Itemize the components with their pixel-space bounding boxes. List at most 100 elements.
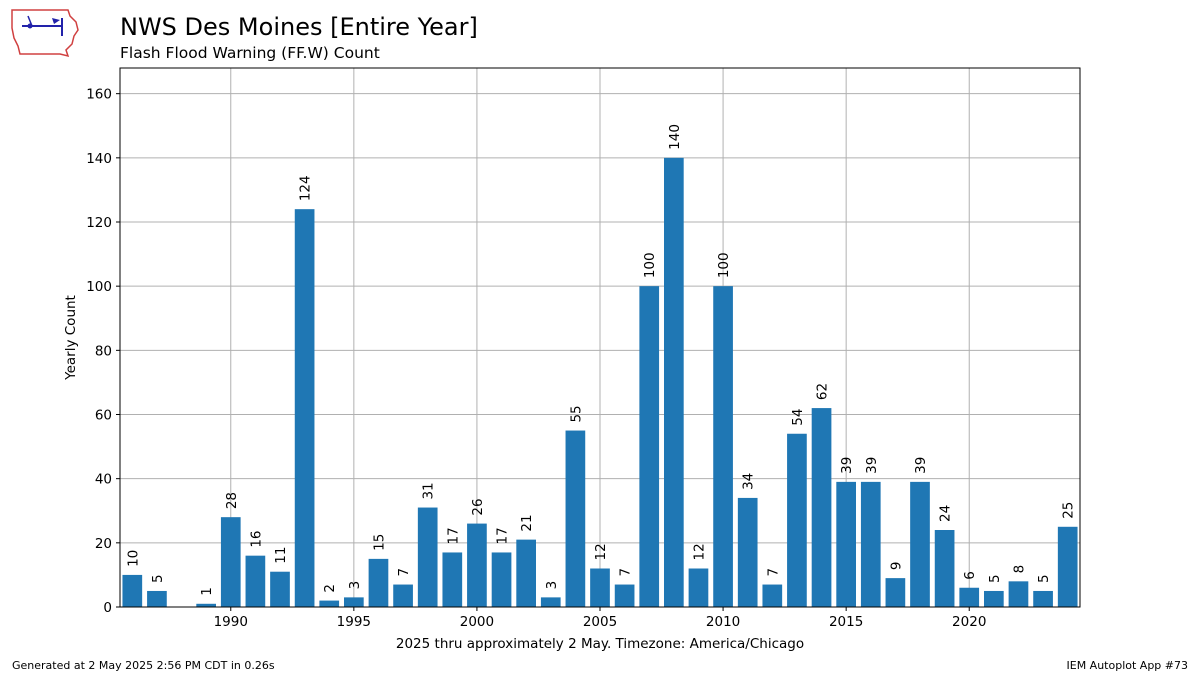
bar-data-label: 25 bbox=[1061, 502, 1077, 519]
bar bbox=[245, 555, 266, 607]
iowa-map-logo-icon bbox=[11, 9, 79, 58]
bar bbox=[664, 157, 684, 608]
bar bbox=[393, 584, 413, 607]
bar-data-label: 5 bbox=[1036, 574, 1052, 583]
bar bbox=[565, 430, 586, 607]
x-tick-label: 1990 bbox=[214, 614, 248, 630]
y-tick-label: 80 bbox=[95, 343, 112, 359]
y-tick-label: 20 bbox=[95, 536, 112, 552]
x-tick-label: 2015 bbox=[829, 614, 863, 630]
bar bbox=[688, 568, 709, 607]
bar bbox=[713, 286, 733, 607]
bar bbox=[737, 497, 758, 607]
bar bbox=[885, 578, 906, 607]
bar-data-label: 26 bbox=[470, 498, 486, 515]
bar-data-label: 24 bbox=[938, 505, 954, 522]
chart-title: NWS Des Moines [Entire Year] bbox=[120, 13, 478, 41]
bar-data-label: 1 bbox=[199, 587, 215, 596]
y-axis-label: Yearly Count bbox=[63, 295, 79, 381]
bar-data-label: 12 bbox=[593, 543, 609, 560]
bar bbox=[811, 408, 832, 607]
bar bbox=[147, 590, 167, 607]
bar-data-label: 31 bbox=[421, 482, 437, 499]
chart-subtitle: Flash Flood Warning (FF.W) Count bbox=[120, 44, 380, 62]
x-tick-label: 2005 bbox=[583, 614, 617, 630]
bar bbox=[122, 574, 143, 607]
x-tick-label: 2000 bbox=[460, 614, 494, 630]
x-tick-label: 1995 bbox=[337, 614, 371, 630]
bar-data-label: 5 bbox=[150, 574, 166, 583]
bar-data-label: 7 bbox=[396, 568, 412, 577]
bar bbox=[344, 597, 364, 607]
bar-data-label: 3 bbox=[347, 581, 363, 590]
app-credit: IEM Autoplot App #73 bbox=[1066, 659, 1189, 672]
bar-data-label: 39 bbox=[839, 457, 855, 474]
bar-data-label: 11 bbox=[273, 547, 289, 564]
bar bbox=[590, 568, 610, 607]
bar-data-label: 100 bbox=[716, 252, 732, 278]
bar-data-label: 54 bbox=[790, 409, 806, 426]
x-tick-label: 2020 bbox=[952, 614, 986, 630]
generated-timestamp: Generated at 2 May 2025 2:56 PM CDT in 0… bbox=[12, 659, 275, 672]
bar bbox=[417, 507, 438, 607]
bar-data-label: 8 bbox=[1011, 565, 1027, 574]
bar bbox=[196, 603, 216, 607]
bar-data-label: 34 bbox=[741, 473, 757, 490]
bar-data-label: 17 bbox=[445, 527, 461, 544]
bar-data-label: 62 bbox=[815, 383, 831, 400]
bar-data-label: 28 bbox=[224, 492, 240, 509]
bar bbox=[368, 558, 389, 607]
y-tick-label: 120 bbox=[86, 215, 112, 231]
bar bbox=[860, 481, 881, 607]
bar bbox=[491, 552, 512, 607]
bar bbox=[984, 590, 1004, 607]
y-tick-label: 0 bbox=[103, 600, 112, 616]
bar bbox=[220, 517, 241, 607]
bar bbox=[639, 286, 660, 607]
y-tick-label: 40 bbox=[95, 472, 112, 488]
bar-data-label: 21 bbox=[519, 514, 535, 531]
bar bbox=[934, 530, 955, 607]
bar bbox=[787, 433, 807, 607]
bar-data-label: 16 bbox=[248, 530, 264, 547]
bar-data-label: 55 bbox=[568, 405, 584, 422]
y-tick-label: 100 bbox=[86, 279, 112, 295]
bar bbox=[614, 584, 635, 607]
bar-data-label: 10 bbox=[125, 550, 141, 567]
bar bbox=[1057, 526, 1078, 607]
y-tick-label: 60 bbox=[95, 408, 112, 424]
bar bbox=[467, 523, 487, 607]
bar bbox=[1033, 590, 1053, 607]
x-axis-label: 2025 thru approximately 2 May. Timezone:… bbox=[396, 636, 804, 652]
bar bbox=[836, 481, 856, 607]
bar bbox=[762, 584, 783, 607]
bar bbox=[910, 481, 930, 607]
bar bbox=[319, 600, 340, 607]
bar bbox=[516, 539, 536, 607]
bar-data-label: 100 bbox=[642, 252, 658, 278]
bar bbox=[270, 571, 290, 607]
bar bbox=[959, 587, 980, 607]
bar-data-label: 9 bbox=[888, 562, 904, 571]
bar-data-label: 39 bbox=[864, 457, 880, 474]
bar bbox=[294, 209, 315, 607]
bar-data-label: 6 bbox=[962, 571, 978, 580]
y-tick-label: 140 bbox=[86, 151, 112, 167]
bar bbox=[540, 597, 561, 607]
iem-logo bbox=[8, 6, 80, 58]
bar-data-label: 3 bbox=[544, 581, 560, 590]
bar-data-label: 15 bbox=[371, 534, 387, 551]
bar bbox=[1008, 581, 1029, 607]
bar-data-label: 2 bbox=[322, 584, 338, 593]
bar-data-label: 12 bbox=[691, 543, 707, 560]
bar-data-label: 140 bbox=[667, 124, 683, 150]
bar-data-label: 5 bbox=[987, 574, 1003, 583]
x-tick-label: 2010 bbox=[706, 614, 740, 630]
bar-data-label: 7 bbox=[618, 568, 634, 577]
bar-data-label: 7 bbox=[765, 568, 781, 577]
bar-data-label: 124 bbox=[298, 175, 314, 201]
bar-data-label: 17 bbox=[495, 527, 511, 544]
bar-data-label: 39 bbox=[913, 457, 929, 474]
bar bbox=[442, 552, 463, 607]
